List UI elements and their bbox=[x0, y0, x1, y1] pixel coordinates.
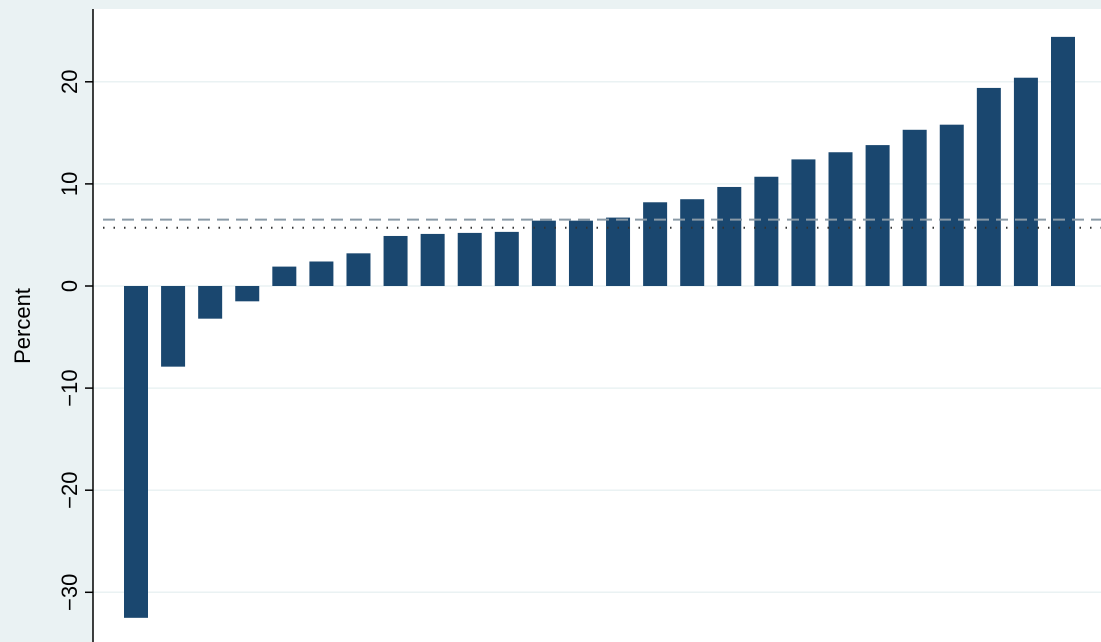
bar bbox=[531, 220, 556, 286]
bar bbox=[939, 124, 964, 286]
bar bbox=[791, 159, 816, 286]
bar bbox=[976, 87, 1001, 287]
y-tick-label: 10 bbox=[57, 172, 82, 196]
y-axis-title: Percent bbox=[10, 288, 35, 364]
bar bbox=[865, 145, 890, 286]
bar bbox=[680, 199, 705, 286]
bar bbox=[494, 231, 519, 286]
bar bbox=[1013, 77, 1038, 286]
bar bbox=[309, 261, 334, 286]
bar bbox=[124, 286, 148, 618]
bar bbox=[198, 286, 223, 319]
bar bbox=[643, 202, 668, 286]
y-axis-ticks: −30 −20 −10 0 10 20 bbox=[57, 70, 93, 611]
bar bbox=[717, 186, 742, 286]
bar bbox=[754, 176, 779, 286]
bar bbox=[420, 233, 445, 286]
bars bbox=[124, 36, 1075, 618]
bar bbox=[902, 129, 927, 286]
bar bbox=[457, 232, 482, 286]
bar bbox=[272, 266, 297, 286]
reference-lines bbox=[103, 218, 1101, 229]
gridlines bbox=[93, 81, 1101, 594]
plot-area bbox=[93, 9, 1101, 642]
y-tick-label: 20 bbox=[57, 70, 82, 94]
bar bbox=[235, 286, 260, 302]
bar bbox=[161, 286, 186, 367]
bar bbox=[346, 253, 371, 286]
y-tick-label: −10 bbox=[57, 369, 82, 406]
bar bbox=[383, 235, 408, 286]
y-tick-label: −20 bbox=[57, 472, 82, 509]
y-tick-label: 0 bbox=[57, 280, 82, 292]
bar bbox=[606, 217, 631, 286]
y-tick-label: −30 bbox=[57, 574, 82, 611]
bar bbox=[1051, 36, 1075, 286]
bar bbox=[568, 220, 593, 286]
